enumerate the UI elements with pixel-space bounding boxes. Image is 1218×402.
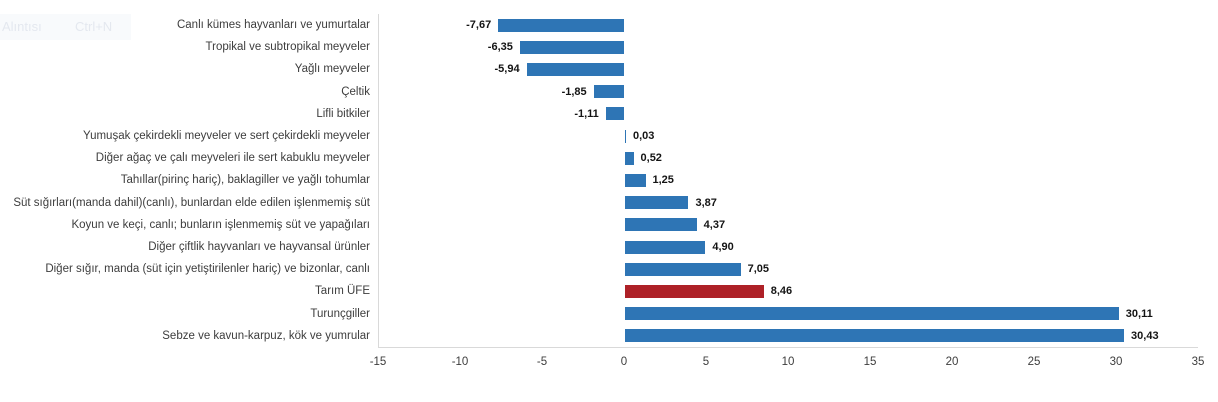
value-label: 7,05	[747, 263, 770, 276]
category-label: Lifli bitkiler	[316, 107, 370, 120]
value-label: 1,25	[652, 174, 674, 187]
bar	[625, 218, 697, 232]
category-label: Sebze ve kavun-karpuz, kök ve yumrular	[162, 329, 370, 342]
value-label: -6,35	[487, 41, 513, 54]
value-label: -5,94	[494, 63, 520, 76]
category-label: Turunçgiller	[310, 307, 370, 320]
category-label: Tahıllar(pirinç hariç), baklagiller ve y…	[120, 174, 370, 187]
bar	[625, 174, 646, 187]
bar	[625, 196, 689, 210]
category-label: Diğer çiftlik hayvanları ve hayvansal ür…	[148, 241, 370, 253]
bar	[593, 85, 624, 99]
leftover-menu-item[interactable]: Alıntısı Ctrl+N	[0, 14, 131, 40]
category-label: Canlı kümes hayvanları ve yumurtalar	[176, 19, 370, 31]
menu-item-label: Alıntısı	[2, 19, 42, 34]
bar-highlight	[625, 285, 764, 298]
category-label: Çeltik	[341, 85, 370, 98]
bar	[625, 262, 741, 276]
bar	[625, 307, 1119, 321]
x-axis-line	[378, 347, 1198, 348]
value-label: 30,43	[1131, 329, 1159, 342]
x-axis-tick-label: 15	[863, 356, 877, 368]
category-label: Süt sığırları(manda dahil)(canlı), bunla…	[13, 196, 370, 209]
value-label: 0,03	[633, 130, 655, 142]
value-label: 3,87	[695, 196, 717, 209]
category-label: Diğer ağaç ve çalı meyveleri ile sert ka…	[95, 152, 370, 165]
value-label: 0,52	[640, 152, 662, 165]
value-label: 8,46	[770, 285, 793, 298]
category-label: Yağlı meyveler	[294, 63, 370, 76]
value-label: 4,90	[712, 241, 734, 253]
category-label: Diğer sığır, manda (süt için yetiştirile…	[45, 263, 370, 276]
value-label: -1,11	[574, 107, 599, 120]
x-axis-tick-label: 30	[1109, 356, 1123, 368]
category-label: Yumuşak çekirdekli meyveler ve sert çeki…	[83, 130, 370, 142]
x-axis-tick-label: -10	[451, 356, 469, 368]
x-axis-tick-label: 35	[1191, 356, 1205, 368]
bar	[498, 18, 624, 32]
bar	[519, 40, 624, 54]
x-axis-tick-label: 25	[1027, 356, 1041, 368]
x-axis-tick-label: 10	[781, 356, 795, 368]
y-axis-line	[378, 14, 379, 347]
category-label: Tarım ÜFE	[315, 285, 370, 298]
x-axis-tick-label: 20	[945, 356, 959, 368]
bar	[526, 63, 624, 76]
x-axis-tick-label: -15	[369, 356, 387, 368]
x-axis-tick-label: -5	[536, 356, 548, 368]
bar	[625, 129, 626, 143]
value-label: -1,85	[561, 85, 587, 98]
category-label: Tropikal ve subtropikal meyveler	[205, 41, 370, 54]
bar	[605, 107, 624, 121]
value-label: 4,37	[703, 218, 726, 231]
x-axis-tick-label: 5	[702, 356, 710, 368]
bar	[625, 329, 1125, 343]
bar	[625, 151, 634, 165]
bar	[625, 240, 706, 254]
menu-item-shortcut: Ctrl+N	[75, 19, 113, 34]
value-label: 30,11	[1125, 307, 1153, 320]
category-label: Koyun ve keçi, canlı; bunların işlenmemi…	[71, 218, 370, 231]
x-axis-tick-label: 0	[620, 356, 628, 368]
value-label: -7,67	[466, 19, 492, 31]
